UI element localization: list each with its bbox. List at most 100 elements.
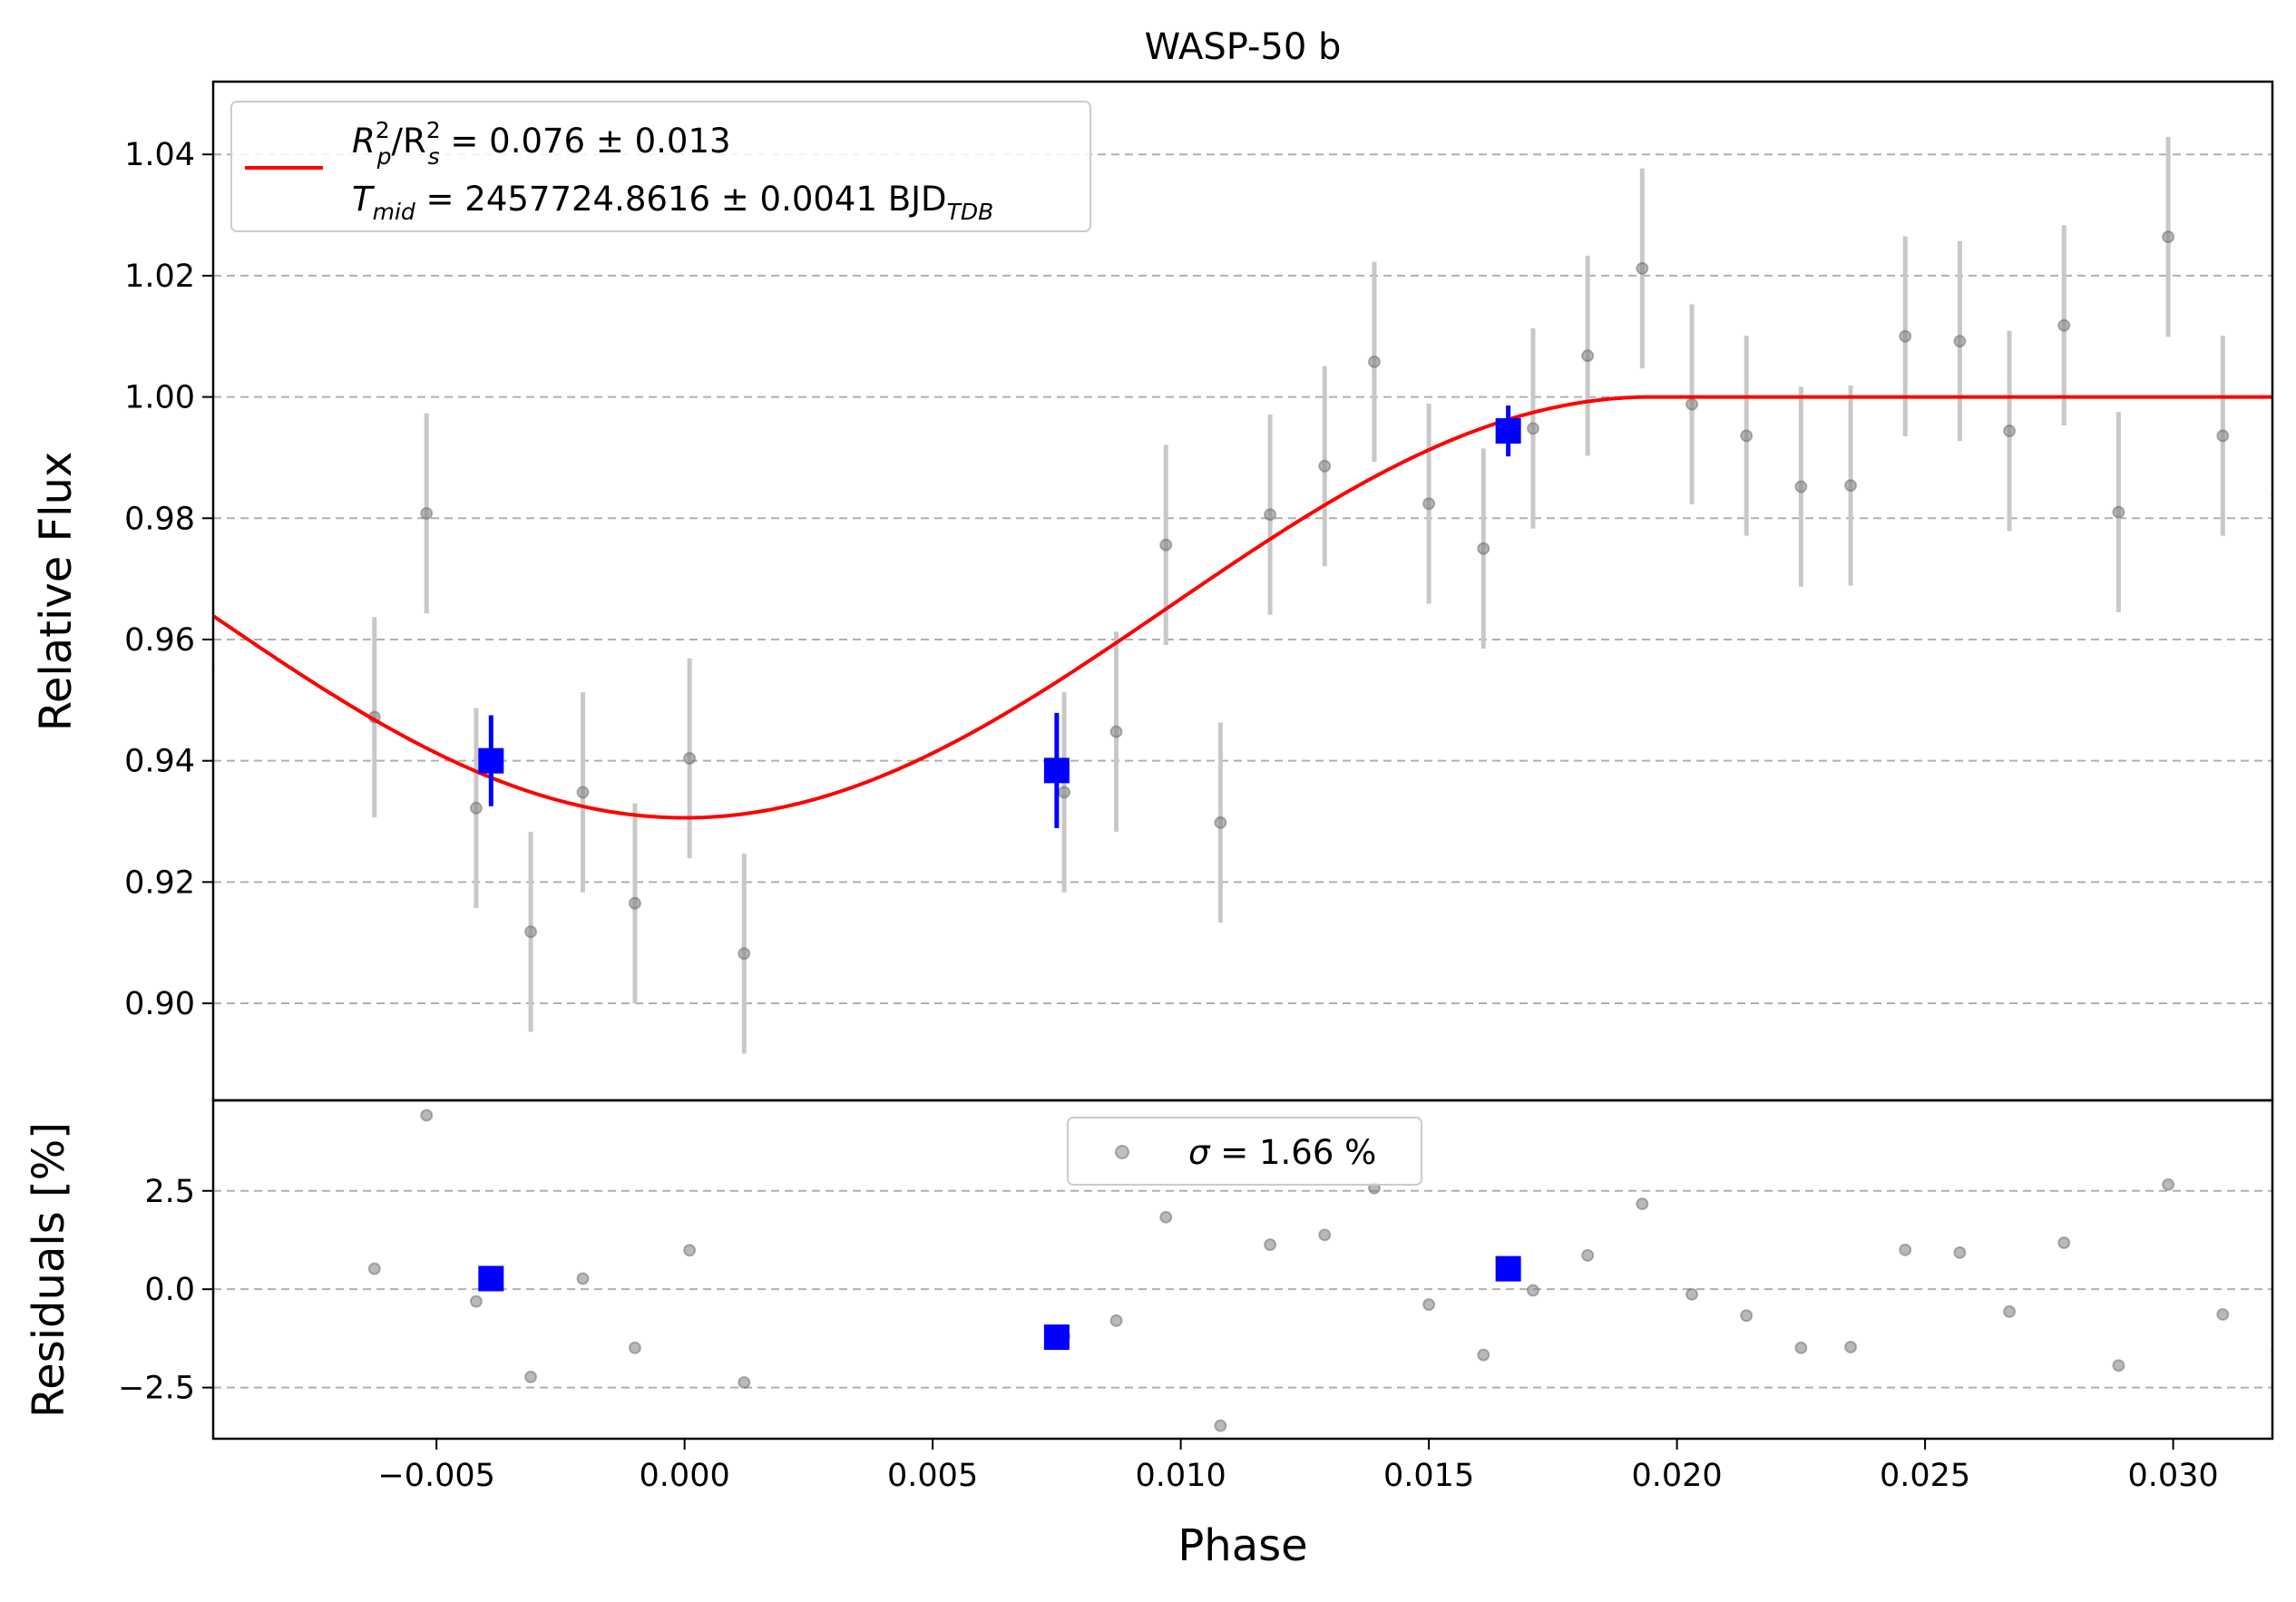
residual-binned-point xyxy=(1495,1255,1521,1282)
data-point xyxy=(1477,542,1490,555)
data-point xyxy=(524,925,538,939)
main-y-tick-label: 1.00 xyxy=(124,380,195,416)
binned-point xyxy=(1495,418,1521,444)
residual-point xyxy=(2057,1236,2071,1250)
residual-y-tick-label: −2.5 xyxy=(118,1371,195,1407)
residual-point xyxy=(1740,1309,1754,1323)
legend-rp-symbol: R xyxy=(352,122,376,161)
residual-legend-text: σ = 1.66 % xyxy=(1188,1133,1376,1172)
data-point xyxy=(738,947,751,961)
data-point xyxy=(1899,329,1912,343)
residual-binned-points xyxy=(478,1255,1521,1351)
residual-point xyxy=(367,1262,381,1275)
data-point xyxy=(1109,725,1123,738)
main-y-tick-label: 0.90 xyxy=(124,986,195,1022)
main-y-tick-label: 0.96 xyxy=(124,622,195,659)
data-point xyxy=(1581,349,1595,363)
x-tick-label: 0.005 xyxy=(887,1458,978,1494)
main-legend-box xyxy=(230,101,1091,232)
residual-point xyxy=(683,1244,697,1257)
residual-gridlines xyxy=(213,1189,2272,1389)
data-point xyxy=(576,786,590,799)
data-point xyxy=(1422,497,1436,511)
data-point xyxy=(1740,429,1754,443)
residual-point xyxy=(1581,1248,1595,1262)
residual-panel: −2.5 0.0 2.5 −0.005 0.000 0.005 0.010 0.015 0.0… xyxy=(24,1099,2274,1571)
x-tick-label: 0.025 xyxy=(1880,1458,1970,1494)
residual-legend: σ = 1.66 % xyxy=(1067,1117,1422,1186)
x-tick-label: −0.005 xyxy=(377,1458,495,1494)
main-y-tick-label: 0.98 xyxy=(124,501,195,537)
x-axis-label: Phase xyxy=(1177,1520,1307,1571)
legend-line-tmid: Tmid = 2457724.8616 ± 0.0041 BJDTDB xyxy=(352,180,993,225)
residual-point xyxy=(1636,1197,1649,1211)
data-point xyxy=(1318,459,1332,473)
legend-rp-sup: 2 xyxy=(376,117,390,143)
residual-point xyxy=(1477,1348,1490,1362)
main-y-tick-label: 0.92 xyxy=(124,864,195,901)
legend-rs-sub: s xyxy=(428,143,440,170)
data-point xyxy=(2162,230,2175,244)
residual-point xyxy=(1159,1210,1173,1224)
residual-binned-point xyxy=(478,1265,504,1292)
x-tick-label: 0.000 xyxy=(640,1458,730,1494)
main-legend: R2 p/R2 s = 0.076 ± 0.013 Tmid = 2457724.8… xyxy=(230,101,1091,232)
x-tick-label: 0.030 xyxy=(2128,1458,2219,1494)
residual-point xyxy=(1794,1341,1808,1354)
main-y-tick-label: 0.94 xyxy=(124,744,195,780)
data-point xyxy=(628,896,641,910)
residual-y-tick-label: 0.0 xyxy=(144,1272,195,1308)
y-axis-label-main: Relative Flux xyxy=(31,452,82,732)
residual-point xyxy=(2216,1307,2230,1321)
residual-point xyxy=(1899,1243,1912,1256)
data-point xyxy=(1264,508,1277,522)
data-point xyxy=(1685,397,1699,411)
residual-point xyxy=(1318,1228,1332,1242)
residual-legend-marker xyxy=(1115,1145,1129,1159)
residual-legend-box xyxy=(1067,1117,1422,1186)
residual-point xyxy=(1214,1419,1227,1432)
legend-radius-value: = 0.076 ± 0.013 xyxy=(440,122,731,161)
residual-point xyxy=(1526,1284,1539,1297)
legend-t-symbol: T xyxy=(352,180,375,219)
residual-point xyxy=(1109,1314,1123,1327)
data-point xyxy=(2003,425,2017,438)
data-point xyxy=(683,751,697,765)
main-y-ticks: 0.90 0.92 0.94 0.96 0.98 1.00 1.02 1.04 xyxy=(124,137,213,1022)
data-point xyxy=(1214,816,1227,829)
binned-point xyxy=(1043,757,1070,784)
legend-line-radius-ratio: R2 p/R2 s = 0.076 ± 0.013 xyxy=(352,117,731,170)
residual-point xyxy=(576,1272,590,1285)
residual-y-tick-label: 2.5 xyxy=(144,1174,195,1210)
legend-rp-sub: p xyxy=(376,143,392,170)
residual-point xyxy=(469,1294,483,1308)
data-point xyxy=(2216,429,2230,443)
data-point xyxy=(1367,355,1381,368)
chart-title: WASP-50 b xyxy=(1145,26,1342,68)
x-tick-label: 0.010 xyxy=(1136,1458,1226,1494)
data-point xyxy=(1526,422,1539,435)
legend-rs-symbol: /R xyxy=(392,122,426,161)
main-panel: 0.90 0.92 0.94 0.96 0.98 1.00 1.02 1.04 WASP-50… xyxy=(31,26,2274,1102)
data-point xyxy=(1953,335,1967,348)
residual-point xyxy=(1844,1340,1858,1353)
legend-t-sub: mid xyxy=(373,199,415,225)
data-point xyxy=(1058,786,1071,799)
main-y-tick-label: 1.02 xyxy=(124,259,195,295)
main-y-tick-label: 1.04 xyxy=(124,137,195,173)
binned-point xyxy=(478,747,504,774)
residual-point xyxy=(1264,1238,1277,1252)
main-data-points xyxy=(213,230,2272,961)
sigma-value: = 1.66 % xyxy=(1209,1133,1376,1172)
residual-point xyxy=(738,1375,751,1389)
sigma-symbol: σ xyxy=(1188,1133,1211,1172)
x-tick-label: 0.020 xyxy=(1632,1458,1723,1494)
x-ticks: −0.005 0.000 0.005 0.010 0.015 0.020 0.025 0.03… xyxy=(377,1439,2219,1494)
main-binned-points xyxy=(478,405,1521,828)
residual-point xyxy=(628,1341,641,1354)
model-curve xyxy=(213,395,2272,820)
legend-tdb-sub: TDB xyxy=(947,199,994,225)
